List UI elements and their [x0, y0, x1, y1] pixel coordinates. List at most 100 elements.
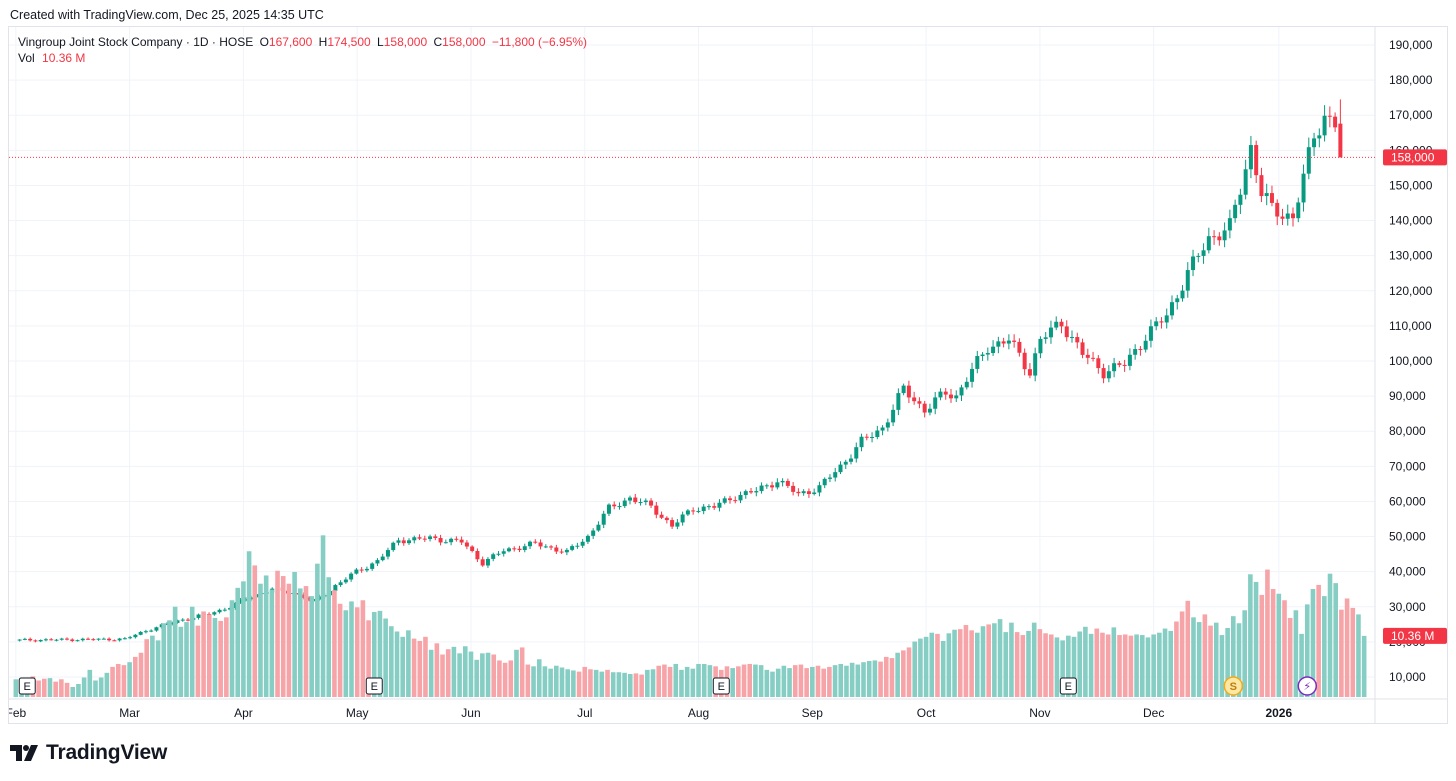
chart-frame[interactable]: 10,00020,00030,00040,00050,00060,00070,0… [8, 26, 1448, 724]
volume-bar [935, 633, 940, 697]
price-chart[interactable]: 10,00020,00030,00040,00050,00060,00070,0… [9, 27, 1447, 723]
candle-body [612, 504, 617, 507]
volume-bar [121, 665, 127, 697]
candle-body [133, 634, 138, 638]
volume-bar [514, 649, 519, 697]
candle-body [64, 638, 69, 640]
candle-body [1201, 250, 1206, 256]
candle-body [443, 542, 448, 544]
candle-body [412, 537, 417, 541]
volume-bar [292, 571, 297, 697]
volume-bar [940, 640, 946, 697]
volume-bar [41, 678, 47, 697]
earnings-marker-icon [365, 677, 383, 695]
volume-bar [792, 665, 798, 697]
candle-body [1217, 236, 1222, 241]
volume-bar [1299, 633, 1304, 697]
volume-bar [229, 600, 235, 697]
candle-body [375, 560, 380, 564]
volume-bar [861, 662, 866, 697]
candle-body [996, 341, 1001, 347]
candle-body [1180, 290, 1185, 299]
volume-bar [548, 668, 553, 697]
candle-body [59, 638, 64, 640]
candle-body [838, 464, 843, 473]
volume-bar [1213, 622, 1219, 697]
volume-bar [1270, 589, 1276, 697]
volume-label[interactable]: Vol [18, 51, 35, 65]
candle-body [780, 480, 785, 483]
volume-bar [286, 583, 292, 697]
volume-bar [497, 660, 502, 697]
candle-body [70, 639, 75, 641]
candle-body [522, 546, 527, 551]
candle-body [238, 599, 243, 603]
volume-bar [138, 652, 144, 697]
candle-body [1243, 169, 1248, 195]
change-value: −11,800 (−6.95%) [491, 35, 588, 49]
volume-bar [241, 581, 246, 697]
volume-bar [952, 629, 957, 697]
candle-body [212, 612, 217, 615]
volume-bar [741, 664, 747, 697]
volume-bar [639, 674, 644, 697]
volume-bar [798, 664, 804, 697]
volume-bar [1128, 635, 1134, 697]
volume-bar [1003, 632, 1009, 697]
candle-body [454, 538, 459, 540]
volume-bar [1248, 574, 1253, 697]
volume-bar [662, 664, 667, 697]
last-price-tag [1383, 149, 1447, 166]
candle-body [606, 504, 611, 514]
price-tick-label: 50,000 [1389, 530, 1426, 544]
volume-bar [980, 626, 986, 697]
candle-body [601, 513, 606, 525]
volume-bar [1043, 633, 1048, 697]
volume-bar [468, 651, 474, 697]
volume-bar [832, 665, 838, 697]
volume-bar [36, 680, 41, 697]
volume-bar [684, 666, 690, 697]
candle-body [233, 602, 238, 609]
volume-bar [1122, 634, 1128, 697]
price-tick-label: 30,000 [1389, 600, 1426, 614]
volume-bar [206, 614, 212, 697]
symbol-title[interactable]: Vingroup Joint Stock Company · 1D · HOSE [18, 35, 254, 49]
candle-body [433, 536, 438, 538]
candle-body [1154, 321, 1159, 327]
candle-body [1191, 256, 1196, 271]
candle-body [875, 430, 880, 438]
volume-bar [320, 535, 326, 697]
candle-body [186, 619, 191, 621]
candle-body [1222, 230, 1227, 241]
volume-bar [315, 563, 320, 697]
candle-body [1227, 218, 1232, 231]
volume-bar [599, 671, 605, 697]
candle-body [101, 638, 106, 640]
volume-bar [1202, 614, 1208, 697]
candle-body [948, 394, 953, 399]
candle-body [128, 637, 133, 639]
volume-bar [1231, 616, 1236, 697]
candle-body [743, 491, 748, 496]
candle-body [122, 638, 127, 640]
candle-body [86, 638, 91, 640]
volume-bar [47, 678, 53, 697]
brand-logo[interactable]: TradingView [10, 741, 167, 765]
candle-body [1038, 338, 1043, 354]
candle-body [854, 447, 859, 459]
candle-body [764, 485, 769, 487]
dividend-marker-label: S [1230, 681, 1237, 693]
candle-body [785, 480, 790, 486]
volume-bar [1265, 569, 1270, 697]
candle-body [438, 537, 443, 543]
volume-bar [1009, 622, 1014, 697]
volume-bar [1071, 636, 1077, 697]
volume-bar [736, 666, 741, 697]
time-tick-label: Nov [1029, 706, 1050, 720]
candle-body [1127, 354, 1132, 366]
candle-body [117, 638, 122, 641]
volume-bar [883, 656, 889, 697]
candle-body [391, 542, 396, 551]
price-tick-label: 90,000 [1389, 389, 1426, 403]
